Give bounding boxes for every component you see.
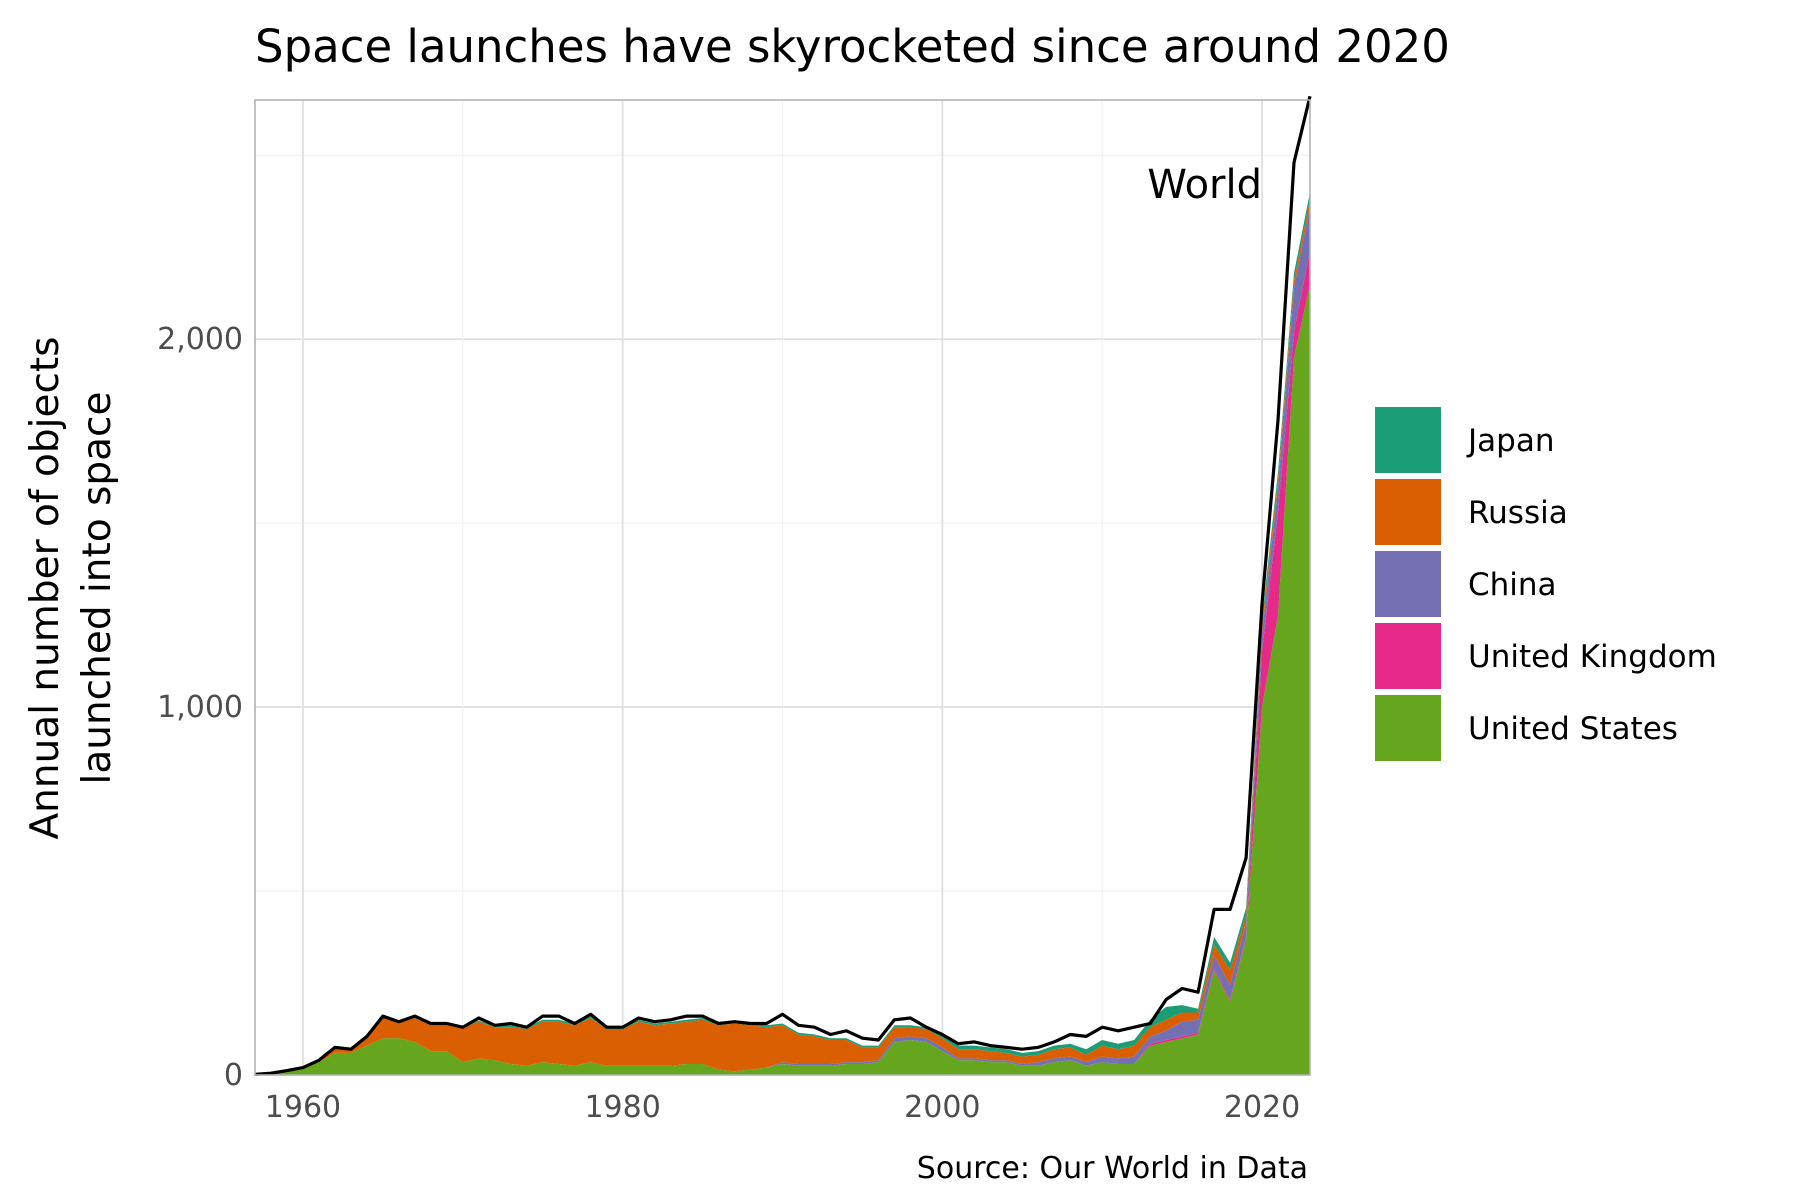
x-tick-label: 2000 <box>904 1090 980 1125</box>
legend-swatch-russia <box>1375 479 1441 545</box>
y-tick-label: 0 <box>224 1058 243 1093</box>
legend-swatch-japan <box>1375 407 1441 473</box>
stacked-areas <box>255 192 1310 1076</box>
legend-label-japan: Japan <box>1466 423 1554 459</box>
chart-title: Space launches have skyrocketed since ar… <box>255 20 1450 73</box>
legend-swatch-china <box>1375 551 1441 617</box>
legend-swatch-united-kingdom <box>1375 623 1441 689</box>
legend-label-china: China <box>1468 567 1557 603</box>
grid-lines <box>255 100 1310 1076</box>
y-tick-label: 1,000 <box>157 690 243 725</box>
legend-label-russia: Russia <box>1468 495 1568 531</box>
legend-label-united-kingdom: United Kingdom <box>1468 639 1717 675</box>
world-annotation: World <box>1147 162 1262 208</box>
y-axis-ticks: 0 1,000 2,000 <box>157 322 243 1093</box>
x-axis-ticks: 1960 1980 2000 2020 <box>265 1090 1300 1125</box>
y-axis-label-line-2: launched into space <box>75 392 120 785</box>
source-caption: Source: Our World in Data <box>917 1151 1308 1186</box>
x-tick-label: 2020 <box>1224 1090 1300 1125</box>
x-tick-label: 1960 <box>265 1090 341 1125</box>
y-tick-label: 2,000 <box>157 322 243 357</box>
y-axis-label-line-1: Annual number of objects <box>23 336 68 839</box>
x-tick-label: 1980 <box>584 1090 660 1125</box>
area-russia <box>255 199 1310 1076</box>
plot-border <box>254 99 1311 1076</box>
legend-swatch-united-states <box>1375 695 1441 761</box>
world-total-line <box>254 95 1312 1076</box>
legend: Japan Russia China United Kingdom United Sta… <box>1375 407 1717 761</box>
legend-label-united-states: United States <box>1468 711 1678 747</box>
